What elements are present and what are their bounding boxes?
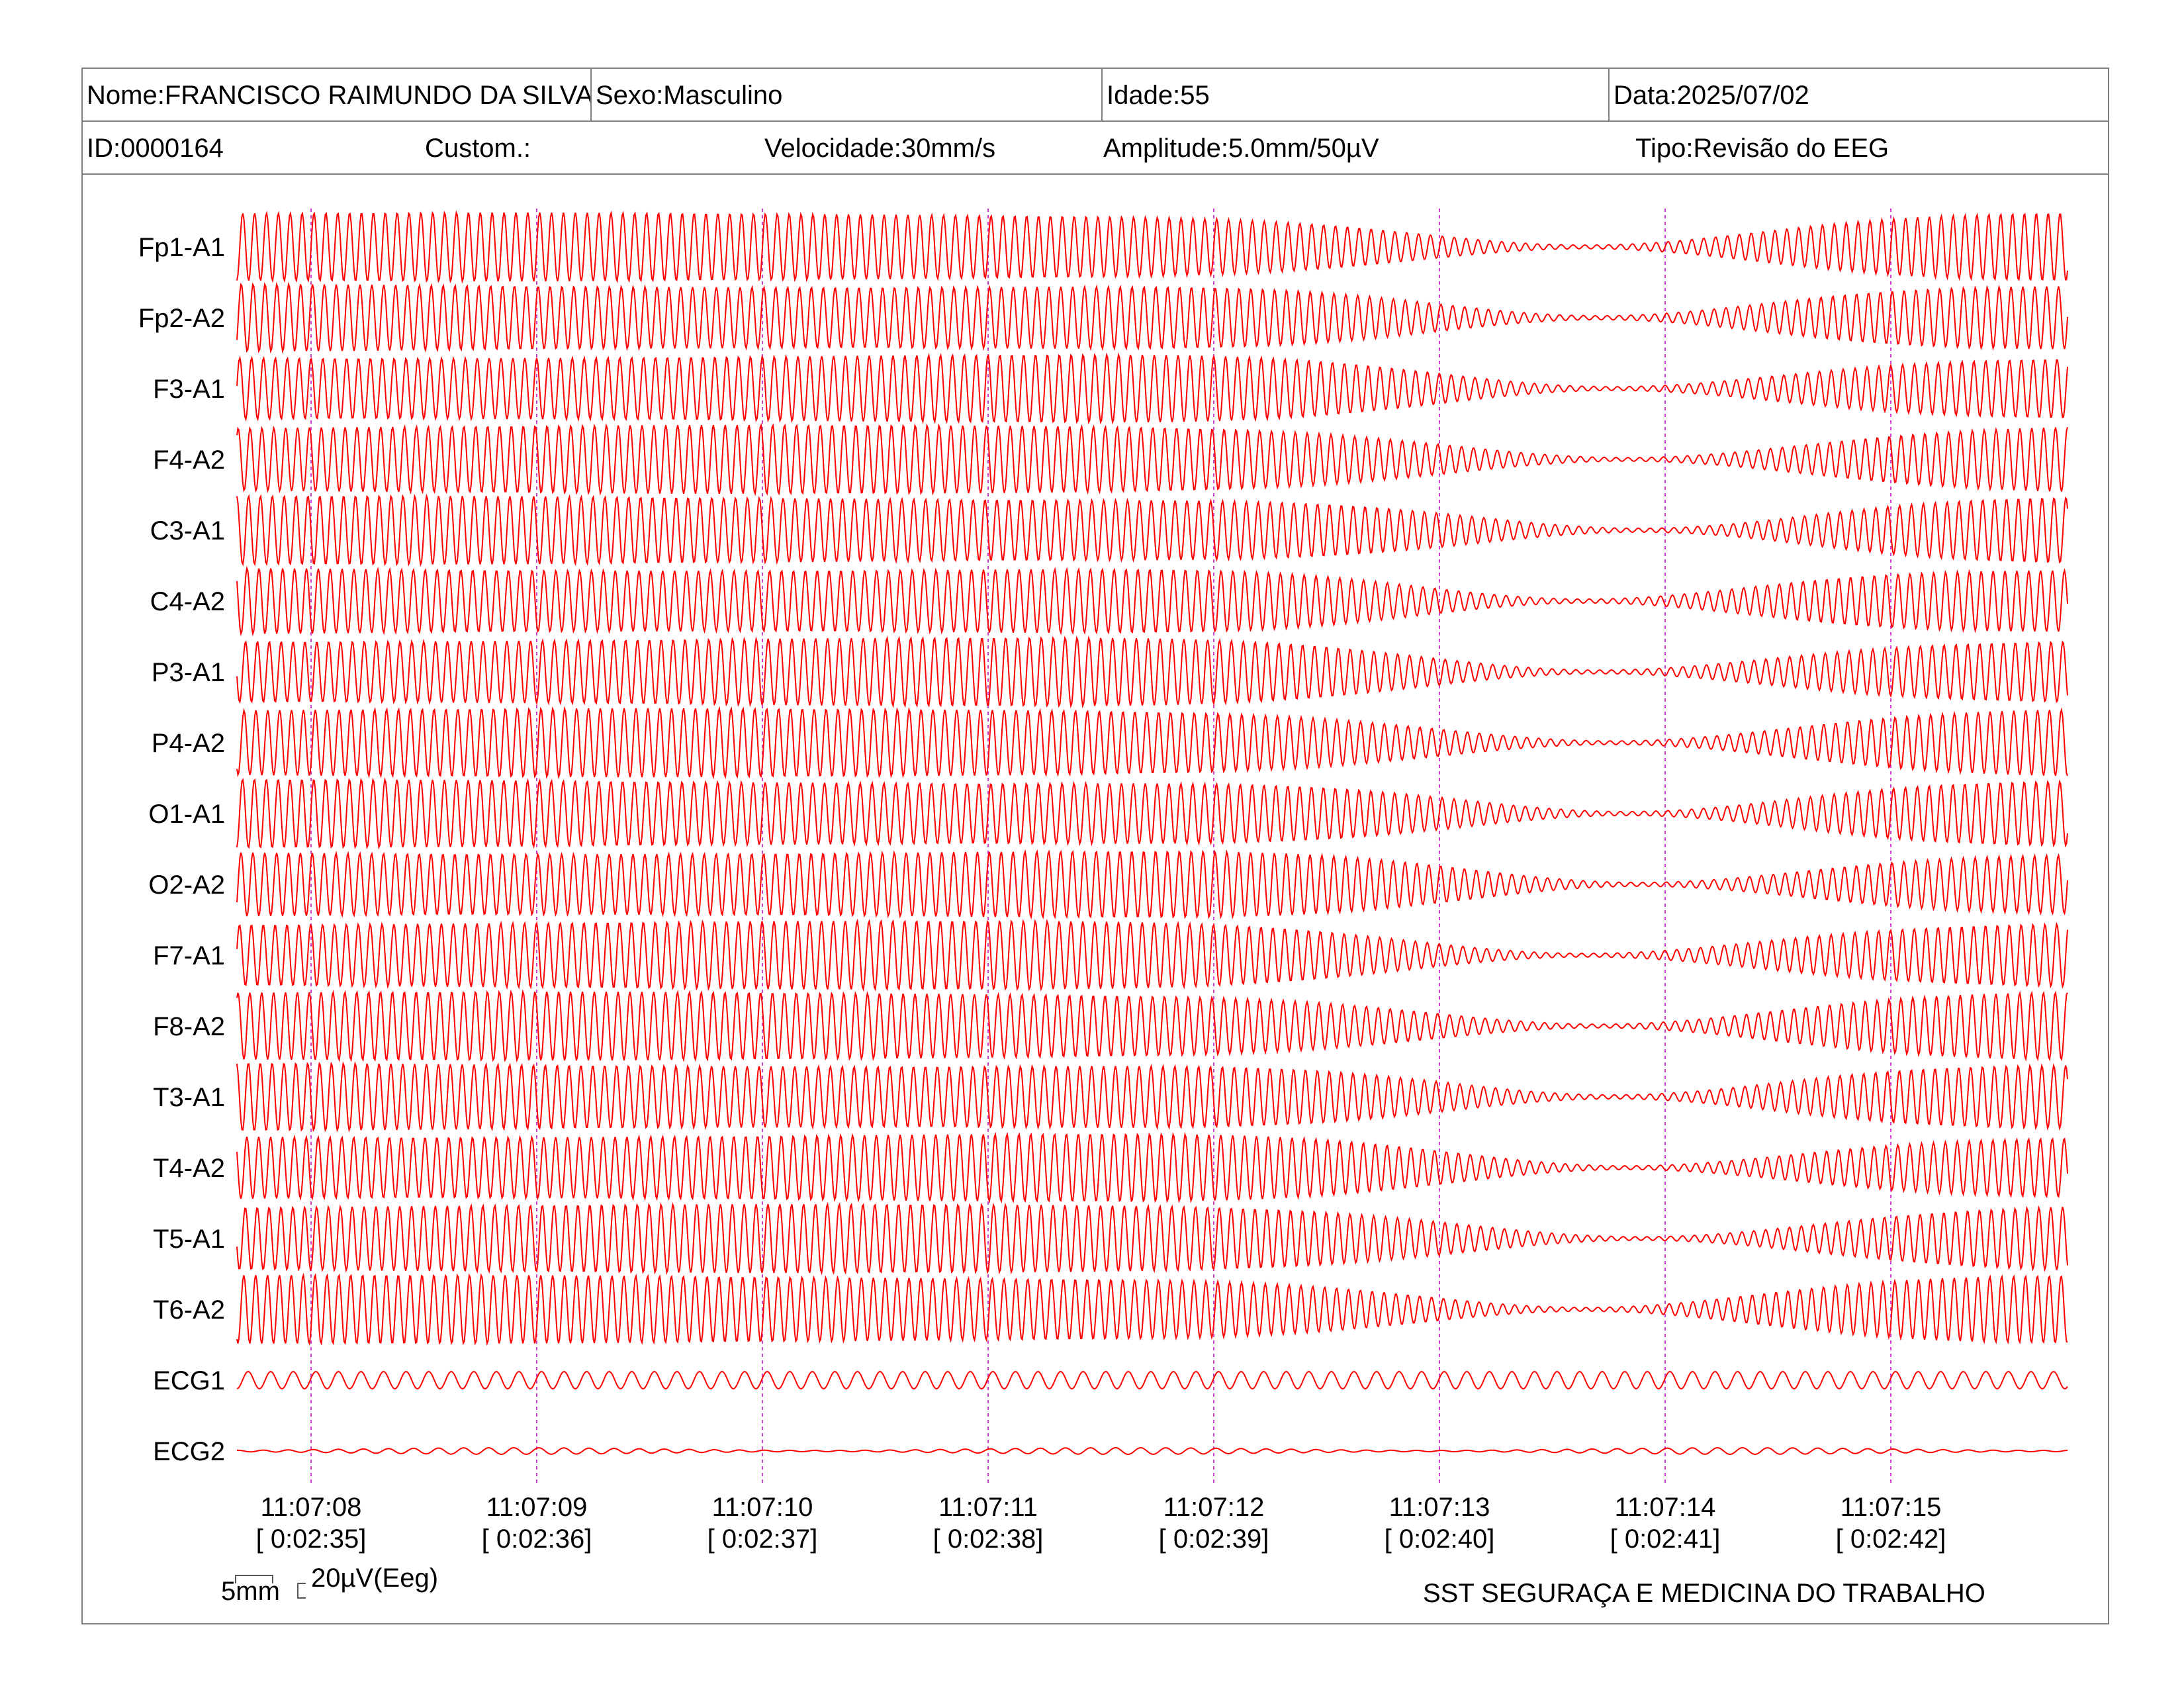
- channel-label-fp2-a2: Fp2-A2: [138, 304, 225, 333]
- trace-ecg2: [237, 1446, 2068, 1456]
- header-row-exam: ID:0000164 Custom.: Velocidade:30mm/s Am…: [83, 122, 2108, 175]
- elapsed-label: [ 0:02:35]: [256, 1524, 367, 1554]
- trace-t5-a1: [236, 1201, 2068, 1276]
- trace-ecg1: [236, 1370, 2068, 1390]
- elapsed-label: [ 0:02:37]: [707, 1524, 818, 1554]
- elapsed-label: [ 0:02:40]: [1385, 1524, 1495, 1554]
- time-label: 11:07:10: [712, 1493, 813, 1522]
- channel-label-o1-a1: O1-A1: [148, 800, 225, 829]
- time-axis-labels: 11:07:08[ 0:02:35] 11:07:09[ 0:02:36] 11:0…: [256, 1493, 1946, 1554]
- channel-label-ecg1: ECG1: [153, 1366, 225, 1395]
- channel-label-fp1-a1: Fp1-A1: [138, 233, 225, 262]
- exam-type: Tipo:Revisão do EEG: [1635, 134, 1889, 163]
- trace-fp2-a2: [236, 281, 2068, 354]
- channel-label-t6-a2: T6-A2: [153, 1295, 225, 1325]
- channel-labels: Fp1-A1 Fp2-A2 F3-A1 F4-A2 C3-A1 C4-A2 P3-A1 P4-…: [138, 233, 225, 1466]
- time-label: 11:07:09: [486, 1493, 588, 1522]
- patient-sex: Sexo:Masculino: [590, 69, 1101, 120]
- time-label: 11:07:15: [1841, 1493, 1942, 1522]
- trace-c4-a2: [236, 565, 2068, 637]
- trace-f8-a2: [236, 989, 2068, 1063]
- exam-date: Data:2025/07/02: [1608, 69, 2109, 120]
- trace-f4-a2: [236, 422, 2068, 496]
- channel-label-o2-a2: O2-A2: [148, 870, 225, 900]
- channel-label-f3-a1: F3-A1: [153, 375, 225, 404]
- clinic-name: SST SEGURAÇA E MEDICINA DO TRABALHO: [1423, 1579, 1985, 1608]
- amplitude-setting: Amplitude:5.0mm/50µV: [1103, 134, 1379, 163]
- trace-t3-a1: [236, 1060, 2068, 1133]
- channel-label-f8-a2: F8-A2: [153, 1012, 225, 1041]
- channel-label-p3-a1: P3-A1: [152, 658, 225, 687]
- elapsed-label: [ 0:02:42]: [1836, 1524, 1946, 1554]
- patient-id: ID:0000164: [87, 134, 224, 163]
- elapsed-label: [ 0:02:38]: [933, 1524, 1044, 1554]
- eeg-report: Nome:FRANCISCO RAIMUNDO DA SILVA Sexo:Ma…: [81, 68, 2109, 1624]
- trace-f3-a1: [236, 352, 2068, 425]
- second-markers: [310, 209, 1891, 1486]
- paper-speed: Velocidade:30mm/s: [764, 134, 996, 163]
- channel-label-c3-a1: C3-A1: [150, 516, 225, 545]
- patient-name: Nome:FRANCISCO RAIMUNDO DA SILVA: [87, 81, 590, 110]
- trace-t6-a2: [236, 1272, 2068, 1346]
- amplitude-scale-label: 20µV(Eeg): [311, 1564, 439, 1593]
- channel-label-t3-a1: T3-A1: [153, 1083, 225, 1112]
- patient-age: Idade:55: [1101, 69, 1608, 120]
- channel-label-c4-a2: C4-A2: [150, 587, 225, 616]
- header-row-patient: Nome:FRANCISCO RAIMUNDO DA SILVA Sexo:Ma…: [83, 69, 2108, 122]
- scale-bracket: [235, 1575, 306, 1599]
- trace-p3-a1: [236, 635, 2068, 709]
- channel-label-t4-a2: T4-A2: [153, 1154, 225, 1183]
- trace-p4-a2: [236, 706, 2068, 780]
- time-scale-label: 5mm: [221, 1577, 280, 1606]
- channel-label-f7-a1: F7-A1: [153, 941, 225, 970]
- channel-label-ecg2: ECG2: [153, 1437, 225, 1466]
- elapsed-label: [ 0:02:39]: [1159, 1524, 1269, 1554]
- trace-f7-a1: [236, 918, 2068, 992]
- elapsed-label: [ 0:02:41]: [1610, 1524, 1721, 1554]
- time-label: 11:07:13: [1389, 1493, 1490, 1522]
- channel-label-f4-a2: F4-A2: [153, 445, 225, 475]
- channel-label-p4-a2: P4-A2: [152, 729, 225, 758]
- channel-traces: [236, 210, 2068, 1456]
- trace-fp1-a1: [236, 210, 2068, 284]
- time-label: 11:07:12: [1163, 1493, 1265, 1522]
- time-label: 11:07:11: [938, 1493, 1038, 1522]
- custom-field: Custom.:: [425, 134, 531, 163]
- trace-o1-a1: [236, 777, 2068, 850]
- time-label: 11:07:08: [261, 1493, 362, 1522]
- elapsed-label: [ 0:02:36]: [482, 1524, 592, 1554]
- trace-c3-a1: [236, 493, 2068, 567]
- trace-o2-a2: [236, 849, 2068, 920]
- channel-label-t5-a1: T5-A1: [153, 1225, 225, 1254]
- trace-t4-a2: [236, 1131, 2068, 1204]
- time-label: 11:07:14: [1615, 1493, 1716, 1522]
